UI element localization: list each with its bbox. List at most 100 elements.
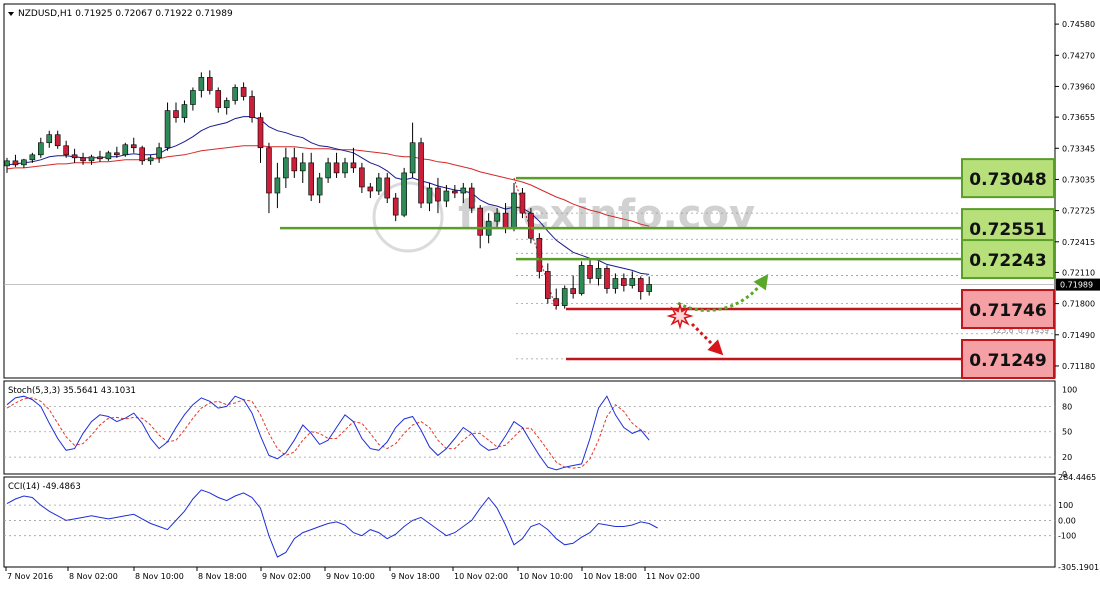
slow-moving-average-line	[6, 145, 650, 227]
current-price-label: 0.71989	[1060, 281, 1093, 290]
candle-body	[452, 190, 458, 194]
candle-body	[80, 157, 86, 162]
fib-level-value: 0.71439	[1018, 326, 1049, 335]
candle-body	[460, 187, 467, 194]
candle-body	[181, 104, 188, 118]
candle-body	[308, 162, 315, 196]
candle-body	[105, 152, 112, 160]
candle-body	[401, 172, 407, 216]
candle-body	[477, 207, 484, 236]
resistance-level-value: 0.72243	[969, 251, 1046, 271]
candle-body	[359, 167, 365, 188]
resistance-level-box	[961, 239, 1055, 280]
time-axis-label: 8 Nov 10:00	[135, 572, 184, 581]
trend-dotted-line	[513, 177, 557, 310]
fast-moving-average-line	[6, 116, 650, 275]
candle-body	[37, 142, 44, 156]
candle-body	[130, 144, 137, 149]
candle-body	[553, 298, 560, 306]
candle-body	[283, 157, 289, 179]
time-axis-label: 9 Nov 10:00	[326, 572, 375, 581]
candle-body	[621, 278, 627, 286]
symbol-header: NZDUSD,H1 0.71925 0.72067 0.71922 0.7198…	[18, 9, 233, 19]
price-axis-label: 0.71800	[1062, 300, 1095, 309]
candle-body	[274, 177, 281, 194]
candle-body	[544, 271, 551, 299]
time-axis-label: 11 Nov 02:00	[646, 572, 700, 581]
cci-axis-label: -100	[1058, 532, 1076, 541]
candle-body	[88, 156, 95, 162]
candle-body	[139, 147, 145, 162]
candle-body	[587, 265, 593, 279]
candle-body	[570, 288, 576, 294]
price-axis-label: 0.74580	[1062, 20, 1095, 29]
candle-body	[578, 265, 585, 294]
candle-body	[29, 154, 36, 161]
candle-body	[207, 77, 213, 91]
candle-body	[409, 142, 416, 174]
candle-body	[173, 110, 179, 118]
candle-body	[595, 268, 602, 279]
breakout-burst-icon	[666, 302, 694, 330]
candle-body	[12, 160, 19, 166]
support-level-value: 0.71746	[969, 301, 1046, 321]
candle-body	[528, 212, 534, 239]
cci-axis-label: 100	[1058, 501, 1073, 510]
candle-body	[156, 147, 162, 159]
candle-body	[392, 197, 399, 216]
time-axis-label: 9 Nov 18:00	[391, 572, 440, 581]
candle-body	[54, 134, 61, 147]
stoch-axis-label: 80	[1062, 402, 1072, 411]
time-axis-label: 10 Nov 02:00	[454, 572, 508, 581]
candle-body	[122, 144, 129, 156]
candle-body	[316, 177, 323, 196]
candle-body	[629, 278, 636, 286]
price-axis-label: 0.72725	[1062, 207, 1095, 216]
cci-title: CCI(14) -49.4863	[8, 482, 81, 492]
candle-body	[198, 77, 205, 91]
time-axis-label: 9 Nov 02:00	[262, 572, 311, 581]
price-axis-label: 0.71490	[1062, 331, 1095, 340]
candle-body	[46, 134, 53, 144]
candle-body	[266, 147, 272, 194]
time-axis-label: 8 Nov 18:00	[198, 572, 247, 581]
candle-body	[519, 192, 526, 214]
time-axis-label: 8 Nov 02:00	[69, 572, 118, 581]
candle-body	[325, 162, 331, 179]
candle-body	[299, 162, 306, 172]
bullish-scenario-arrow	[677, 273, 769, 312]
cci-axis-label: 0.00	[1058, 516, 1076, 525]
candle-body	[71, 154, 78, 159]
cci-line	[6, 489, 658, 558]
bearish-scenario-arrow	[690, 322, 724, 356]
candle-body	[215, 90, 222, 108]
support-level-value: 0.71249	[969, 351, 1046, 371]
stoch-axis-label: 100	[1062, 385, 1077, 394]
candle-body	[561, 288, 568, 306]
watermark-ring-icon	[372, 181, 444, 253]
price-axis-label: 0.73960	[1062, 82, 1095, 91]
candle-body	[257, 117, 264, 149]
candle-body	[367, 186, 374, 192]
symbol-dropdown-icon[interactable]	[8, 12, 14, 16]
cci-axis-label: -305.1901	[1058, 563, 1099, 572]
price-axis-label: 0.72110	[1062, 268, 1095, 277]
candle-body	[114, 152, 120, 156]
candle-body	[443, 190, 450, 202]
candle-body	[646, 284, 653, 292]
time-axis-label: 7 Nov 2016	[7, 572, 53, 581]
candle-body	[4, 160, 10, 167]
candle-body	[435, 187, 441, 202]
price-axis-label: 0.72415	[1062, 238, 1095, 247]
price-axis-label: 0.73345	[1062, 144, 1095, 153]
candle-body	[604, 268, 610, 289]
time-axis-label: 10 Nov 18:00	[583, 572, 637, 581]
candle-body	[375, 177, 382, 192]
candle-body	[502, 212, 509, 229]
candle-body	[97, 156, 103, 160]
candle-body	[612, 278, 619, 289]
stoch-title: Stoch(5,3,3) 35.5641 43.1031	[8, 386, 136, 396]
stoch-axis-label: 20	[1062, 453, 1072, 462]
support-level-box	[961, 338, 1055, 379]
